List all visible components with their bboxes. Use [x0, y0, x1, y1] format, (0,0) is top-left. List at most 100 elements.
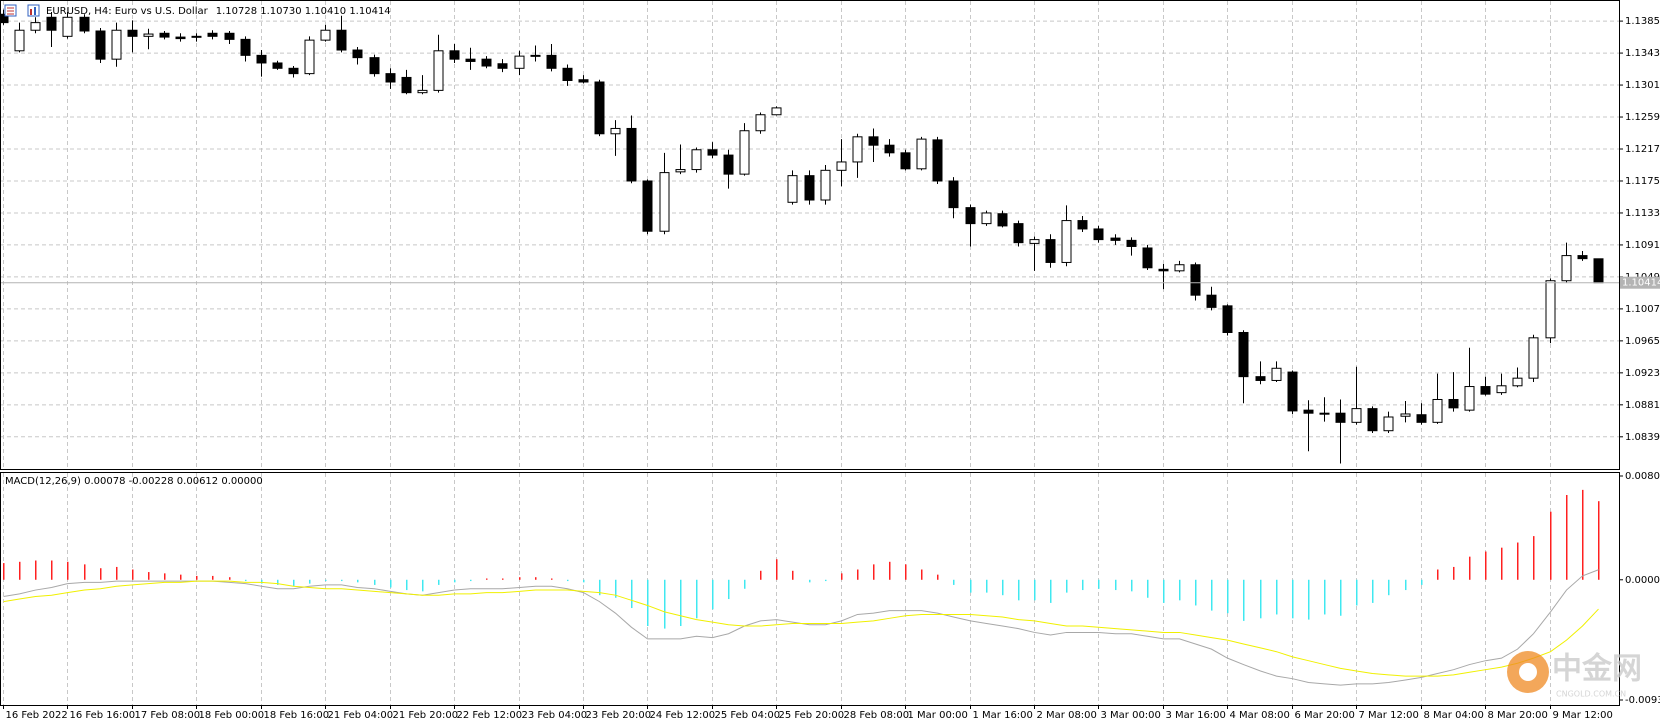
candle-body: [159, 32, 170, 38]
candle-body: [127, 29, 138, 37]
x-tick-label: 21 Feb 20:00: [393, 710, 459, 721]
candle-body: [1222, 305, 1233, 333]
candle-body: [836, 161, 847, 171]
candle-body: [1190, 264, 1201, 296]
candle-body: [1561, 255, 1572, 282]
histogram-bar: [1501, 547, 1503, 580]
histogram-bar: [1437, 569, 1439, 580]
x-tick-label: 18 Feb 16:00: [264, 710, 330, 721]
candle-body: [1174, 264, 1185, 272]
histogram-bar: [970, 579, 972, 593]
candle-body: [932, 139, 943, 182]
histogram-bar: [3, 563, 5, 580]
histogram-bar: [744, 579, 746, 589]
histogram-bar: [293, 579, 295, 587]
histogram-bar: [1147, 579, 1149, 598]
x-tick-label: 28 Feb 08:00: [844, 710, 910, 721]
candle-body: [256, 54, 267, 64]
candle-body: [369, 57, 380, 75]
histogram-bar: [712, 579, 714, 610]
candle-body: [900, 152, 911, 170]
candle-body: [224, 32, 235, 40]
candle-body: [1110, 237, 1121, 241]
icon: [30, 9, 32, 15]
histogram-bar: [567, 579, 569, 582]
x-tick-label: 3 Mar 00:00: [1101, 710, 1161, 721]
histogram-bar: [196, 575, 198, 580]
candle-body: [594, 81, 605, 135]
symbol-icons: [4, 4, 40, 17]
ohlc-values: 1.10728 1.10730 1.10410 1.10414: [216, 6, 391, 17]
histogram-bar: [245, 579, 247, 582]
candle-body: [385, 73, 396, 83]
candle-body: [1013, 223, 1024, 244]
candle-body: [642, 180, 653, 232]
y-tick-label: 1.13430: [1625, 48, 1660, 59]
candle-body: [514, 55, 525, 69]
histogram-bar: [873, 564, 875, 580]
y-tick-label: 1.09650: [1625, 336, 1660, 347]
candle-body: [626, 127, 637, 182]
candle-body: [562, 67, 573, 81]
histogram-bar: [680, 579, 682, 627]
y-tick-label: 1.10070: [1625, 304, 1660, 315]
candle-body: [1255, 376, 1266, 381]
y-tick-label: 1.10910: [1625, 240, 1660, 251]
x-tick-label: 1 Mar 00:00: [908, 710, 968, 721]
histogram-bar: [1195, 579, 1197, 606]
histogram-bar: [551, 578, 553, 580]
histogram-bar: [100, 568, 102, 580]
candle-body: [1367, 408, 1378, 432]
x-tick-label: 2 Mar 08:00: [1037, 710, 1097, 721]
histogram-bar: [1469, 556, 1471, 580]
candle-body: [1045, 239, 1056, 263]
histogram-bar: [986, 579, 988, 593]
histogram-bar: [1485, 551, 1487, 580]
histogram-bar: [1018, 579, 1020, 601]
histogram-bar: [374, 579, 376, 585]
histogram-bar: [664, 579, 666, 629]
watermark-subtitle: CNGOLD.COM.CN: [1556, 690, 1626, 699]
candle-body: [240, 38, 251, 56]
histogram-bar: [486, 578, 488, 580]
candle-body: [1383, 416, 1394, 432]
candle-body: [352, 49, 363, 59]
histogram-bar: [647, 579, 649, 627]
candle-body: [1319, 412, 1330, 415]
x-tick-label: 18 Feb 00:00: [199, 710, 265, 721]
histogram-bar: [631, 579, 633, 609]
candle-body: [191, 35, 202, 38]
histogram-bar: [261, 579, 263, 584]
histogram-bar: [1179, 579, 1181, 601]
histogram-bar: [889, 561, 891, 580]
histogram-bar: [728, 579, 730, 600]
candle-body: [1577, 255, 1588, 260]
y-tick-label: -0.00936: [1625, 695, 1660, 706]
x-tick-label: 7 Mar 12:00: [1359, 710, 1419, 721]
candle-body: [1496, 385, 1507, 394]
histogram-bar: [1211, 579, 1213, 611]
histogram-bar: [857, 569, 859, 580]
histogram-bar: [1340, 579, 1342, 616]
macd-pane-frame: [0, 472, 1620, 706]
histogram-bar: [1098, 579, 1100, 589]
candle-body: [1593, 258, 1604, 284]
histogram-bar: [1276, 579, 1278, 615]
candle-body: [1271, 367, 1282, 381]
candle-body: [707, 149, 718, 156]
histogram-bar: [1308, 579, 1310, 620]
histogram-bar: [51, 560, 53, 580]
histogram-bar: [1227, 579, 1229, 614]
y-tick-label: 1.11330: [1625, 208, 1660, 219]
candle-body: [1142, 247, 1153, 269]
x-tick-label: 25 Feb 04:00: [715, 710, 781, 721]
histogram-bar: [438, 579, 440, 585]
candle-body: [820, 169, 831, 201]
y-tick-label: 1.12170: [1625, 144, 1660, 155]
histogram-bar: [583, 579, 585, 583]
candle-body: [433, 50, 444, 91]
candle-body: [530, 54, 541, 57]
icon: [27, 4, 40, 17]
icon: [34, 7, 36, 15]
main-pane-frame: [0, 0, 1620, 470]
